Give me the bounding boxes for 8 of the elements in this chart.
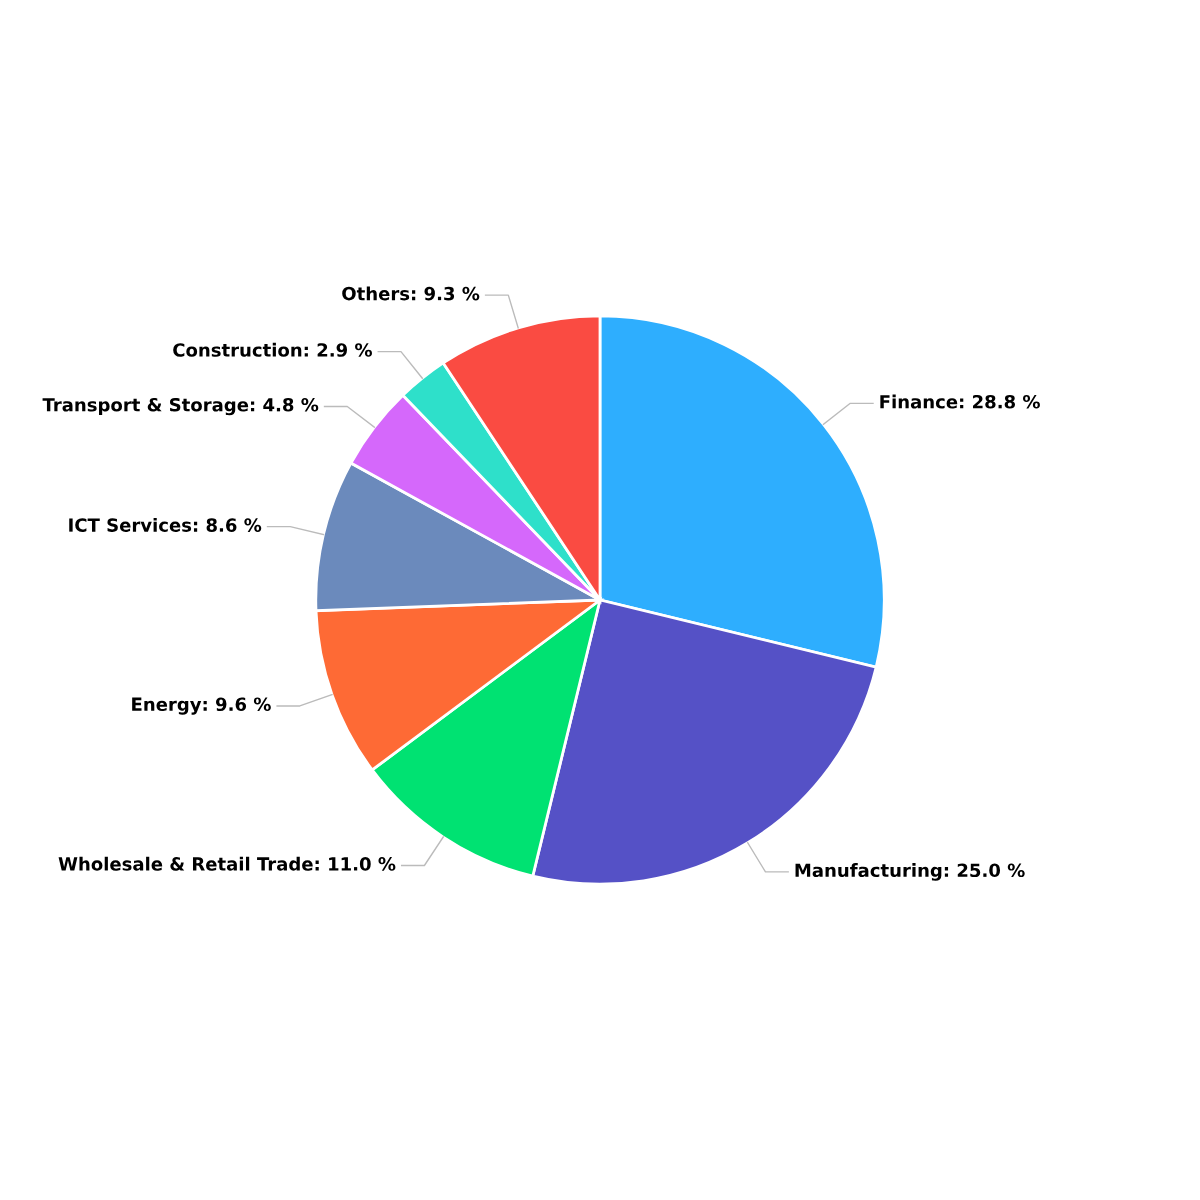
slice-label: Construction: 2.9 %	[173, 342, 372, 357]
slice-label: Manufacturing: 25.0 %	[795, 863, 1025, 881]
slice-label: Wholesale & Retail Trade: 11.0 %	[58, 856, 396, 871]
slice-label: Energy: 9.6 %	[132, 697, 271, 715]
slice-label: Finance: 28.8 %	[880, 394, 1040, 409]
slice-label: ICT Services: 8.6 %	[69, 517, 262, 532]
slice-label: Others: 9.3 %	[342, 286, 480, 301]
slice-label: Transport & Storage: 4.8 %	[42, 397, 319, 416]
